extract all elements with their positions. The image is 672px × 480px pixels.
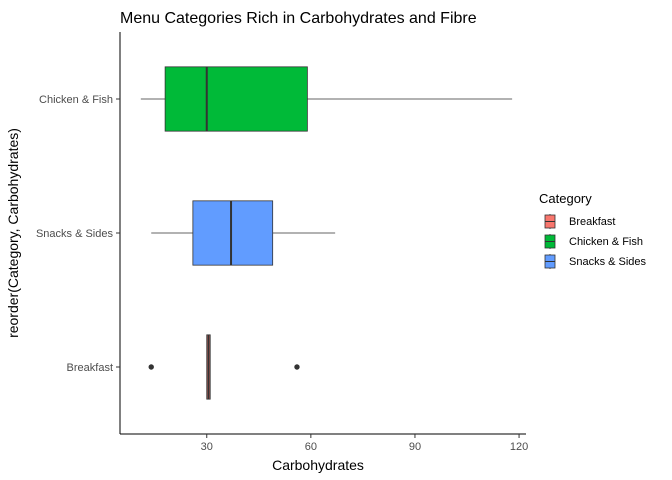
legend-label: Snacks & Sides [569, 256, 647, 268]
legend-item: Chicken & Fish [544, 234, 643, 249]
x-tick-label: 120 [510, 441, 528, 453]
y-tick-label: Snacks & Sides [36, 228, 114, 240]
y-axis-ticks: Breakfast Snacks & Sides Chicken & Fish [36, 94, 120, 374]
box [192, 200, 274, 266]
outlier-point [148, 364, 154, 370]
box [164, 66, 308, 132]
box-group [151, 200, 336, 266]
y-tick-label: Breakfast [67, 362, 113, 374]
legend-item: Snacks & Sides [544, 254, 647, 269]
x-axis-title: Carbohydrates [272, 457, 364, 473]
y-axis-title: reorder(Category, Carbohydrates) [5, 128, 21, 338]
x-tick-label: 30 [201, 441, 213, 453]
legend: Category Breakfast Chicken & Fish Snacks &… [539, 191, 647, 269]
legend-label: Breakfast [569, 216, 615, 228]
y-tick-label: Chicken & Fish [39, 94, 113, 106]
x-tick-label: 60 [305, 441, 317, 453]
chart-title: Menu Categories Rich in Carbohydrates an… [120, 10, 477, 27]
plot-area [140, 66, 513, 400]
x-axis-ticks: 30 60 90 120 [201, 434, 528, 453]
legend-item: Breakfast [544, 214, 615, 229]
legend-title: Category [539, 191, 592, 206]
box-group [148, 334, 300, 400]
box-group [140, 66, 513, 132]
legend-label: Chicken & Fish [569, 236, 643, 248]
x-tick-label: 90 [409, 441, 421, 453]
outlier-point [294, 364, 300, 370]
